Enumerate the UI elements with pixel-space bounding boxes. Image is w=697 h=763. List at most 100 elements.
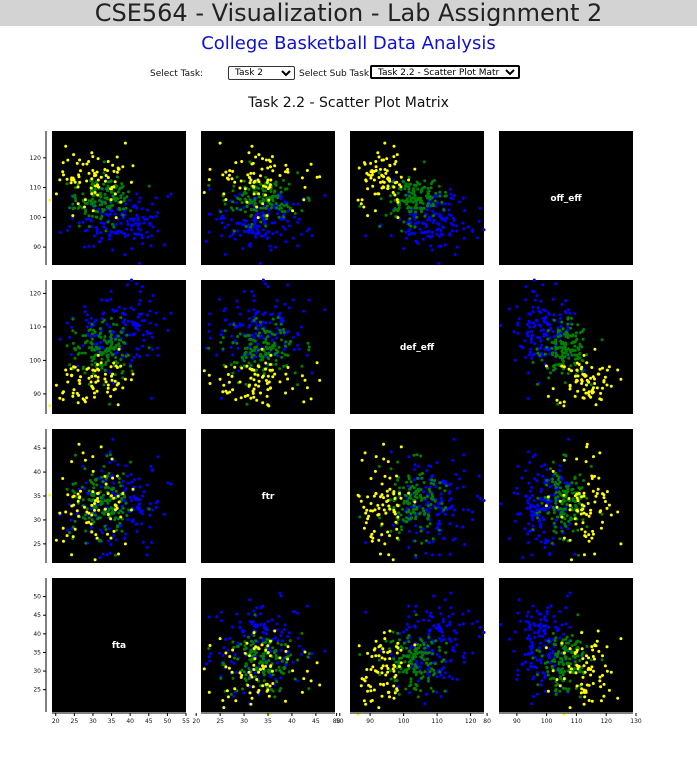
scatter-point [259, 182, 263, 186]
scatter-point [279, 197, 283, 201]
scatter-point [377, 538, 381, 542]
scatter-point [310, 652, 314, 656]
scatter-point [248, 176, 251, 179]
scatter-point [558, 317, 562, 320]
scatter-point [110, 340, 114, 344]
scatter-point [108, 402, 111, 406]
task-select[interactable]: Task 2 [228, 66, 295, 80]
scatter-point [112, 481, 116, 485]
scatter-point [392, 684, 396, 688]
scatter-point [134, 522, 138, 526]
scatter-point [603, 375, 607, 379]
scatter-point [99, 539, 103, 543]
scatter-point [589, 464, 593, 468]
subtask-select[interactable]: Task 2.2 - Scatter Plot Matrix [370, 65, 520, 79]
scatter-point [413, 643, 417, 647]
scatter-point [398, 657, 401, 660]
cell-2-2 [350, 429, 486, 563]
scatter-point [108, 450, 112, 454]
scatter-point [526, 501, 530, 505]
scatter-point [399, 185, 403, 189]
scatter-point [233, 194, 237, 198]
scatter-point [252, 318, 256, 322]
scatter-point [102, 171, 106, 175]
scatter-point [91, 469, 95, 473]
scatter-point [559, 486, 562, 490]
scatter-point [569, 364, 573, 368]
scatter-point [389, 450, 393, 454]
scatter-point [440, 639, 444, 643]
scatter-point [542, 530, 546, 534]
scatter-point [114, 504, 118, 508]
scatter-point [106, 532, 109, 536]
scatter-point [420, 498, 423, 502]
scatter-point [315, 175, 319, 179]
scatter-point [77, 442, 81, 446]
scatter-point [150, 202, 154, 206]
scatter-point [443, 689, 447, 693]
scatter-point [87, 520, 91, 524]
scatter-point [103, 196, 107, 200]
scatter-point [419, 196, 423, 200]
scatter-point [558, 313, 562, 317]
scatter-point [543, 628, 547, 632]
scatter-point [240, 668, 244, 672]
scatter-point [90, 214, 94, 218]
scatter-point [407, 664, 411, 668]
scatter-point [547, 639, 551, 643]
scatter-point [420, 476, 424, 480]
scatter-point [405, 236, 409, 240]
scatter-point [516, 492, 520, 496]
scatter-point [407, 545, 411, 549]
scatter-point [415, 652, 419, 656]
scatter-point [72, 178, 76, 182]
scatter-point [409, 493, 413, 497]
scatter-point [616, 368, 620, 372]
scatter-point [293, 215, 296, 219]
scatter-point [428, 522, 432, 526]
scatter-point [221, 699, 225, 702]
scatter-point [553, 660, 556, 663]
scatter-point [431, 230, 434, 234]
scatter-point [87, 214, 91, 218]
scatter-point [279, 233, 283, 237]
scatter-point [148, 309, 152, 313]
scatter-point [545, 665, 549, 669]
scatter-point [410, 232, 414, 235]
scatter-point [569, 350, 573, 354]
scatter-point [221, 390, 225, 394]
scatter-point [265, 341, 269, 345]
scatter-point [576, 357, 580, 361]
scatter-point [558, 480, 562, 484]
scatter-point [121, 484, 125, 488]
scatter-point [528, 627, 532, 631]
scatter-point [573, 353, 577, 357]
scatter-point [545, 612, 549, 616]
scatter-point [233, 687, 237, 691]
scatter-point [535, 347, 539, 351]
scatter-point [93, 234, 96, 238]
scatter-point [277, 345, 281, 349]
scatter-point [596, 487, 600, 491]
scatter-point [302, 677, 306, 681]
scatter-point [414, 673, 418, 677]
scatter-point [247, 670, 251, 674]
scatter-point [598, 397, 602, 401]
scatter-point [556, 335, 560, 339]
scatter-point [564, 646, 568, 650]
scatter-point [471, 510, 474, 514]
scatter-point [418, 227, 422, 231]
scatter-point [236, 197, 240, 201]
scatter-point [414, 682, 418, 686]
scatter-point [119, 316, 123, 320]
scatter-point [156, 211, 160, 215]
scatter-point [209, 652, 213, 656]
scatter-point [280, 210, 284, 213]
scatter-point [531, 333, 534, 337]
scatter-point [372, 688, 376, 692]
scatter-point [389, 640, 393, 644]
scatter-point [84, 341, 88, 345]
y-tick-label: 45 [33, 445, 41, 452]
cell-3-3 [499, 578, 633, 716]
scatter-point [90, 374, 94, 378]
